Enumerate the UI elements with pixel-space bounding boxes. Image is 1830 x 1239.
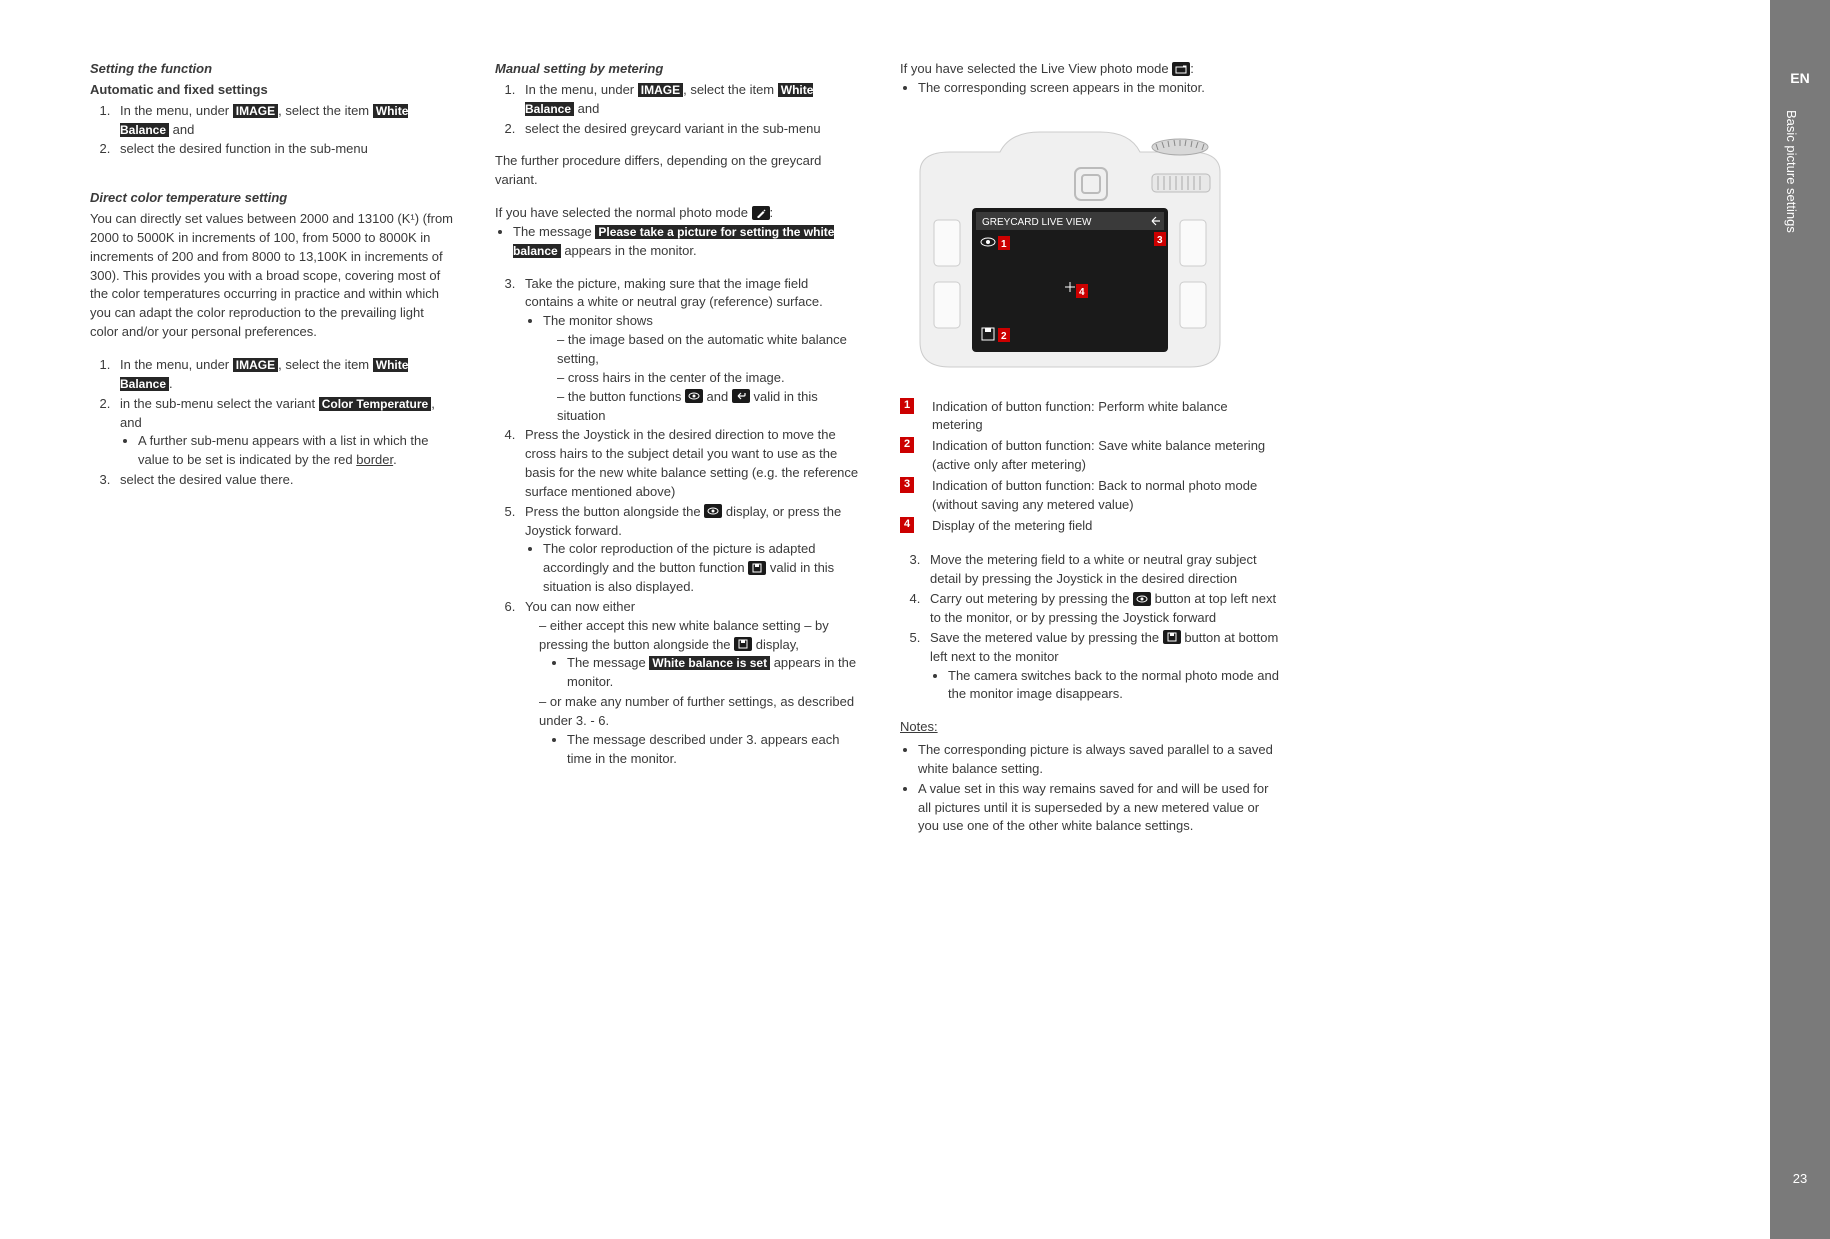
step-1: In the menu, under IMAGE, select the ite… bbox=[114, 102, 455, 140]
svg-text:1: 1 bbox=[1001, 239, 1007, 250]
normal-photo-mode-line: If you have selected the normal photo mo… bbox=[495, 204, 860, 223]
manual-steps-3to6: Take the picture, making sure that the i… bbox=[495, 275, 860, 769]
column-2: Manual setting by metering In the menu, … bbox=[495, 60, 860, 837]
heading-manual-metering: Manual setting by metering bbox=[495, 60, 860, 79]
direct-color-temp-desc: You can directly set values between 2000… bbox=[90, 210, 455, 342]
msg-wb-set: White balance is set bbox=[649, 656, 770, 670]
heading-direct-color-temp: Direct color temperature setting bbox=[90, 189, 455, 208]
ct-step-2: in the sub-menu select the variant Color… bbox=[114, 395, 455, 470]
back-icon bbox=[732, 389, 750, 403]
tag-color-temperature: Color Temperature bbox=[319, 397, 431, 411]
liveview-icon bbox=[1172, 62, 1190, 76]
side-tab: EN Basic picture settings 23 bbox=[1770, 0, 1830, 1239]
further-procedure: The further procedure differs, depending… bbox=[495, 152, 860, 190]
step-2: select the desired function in the sub-m… bbox=[114, 140, 455, 159]
color-temp-steps: In the menu, under IMAGE, select the ite… bbox=[90, 356, 455, 490]
notes-heading: Notes: bbox=[900, 718, 1280, 737]
liveview-steps: Move the metering field to a white or ne… bbox=[900, 551, 1280, 704]
svg-text:4: 4 bbox=[1079, 287, 1085, 298]
heading-auto-fixed: Automatic and fixed settings bbox=[90, 81, 455, 100]
section-label: Basic picture settings bbox=[1781, 110, 1800, 233]
language-label: EN bbox=[1770, 68, 1830, 88]
save-icon bbox=[1163, 630, 1181, 644]
page-content: Setting the function Automatic and fixed… bbox=[0, 0, 1830, 867]
tag-image: IMAGE bbox=[233, 104, 278, 118]
page-number: 23 bbox=[1770, 1170, 1830, 1189]
svg-text:2: 2 bbox=[1001, 331, 1007, 342]
notes-list: The corresponding picture is always save… bbox=[900, 741, 1280, 836]
camera-illustration: GREYCARD LIVE VIEW 3 1 4 bbox=[900, 112, 1280, 378]
column-3: If you have selected the Live View photo… bbox=[900, 60, 1280, 837]
ct-step-1: In the menu, under IMAGE, select the ite… bbox=[114, 356, 455, 394]
svg-text:3: 3 bbox=[1157, 235, 1163, 246]
marker-legend: 1Indication of button function: Perform … bbox=[900, 398, 1280, 536]
eye-icon bbox=[1133, 592, 1151, 606]
manual-steps-1: In the menu, under IMAGE, select the ite… bbox=[495, 81, 860, 139]
heading-setting-function: Setting the function bbox=[90, 60, 455, 79]
auto-fixed-steps: In the menu, under IMAGE, select the ite… bbox=[90, 102, 455, 160]
ct-step-3: select the desired value there. bbox=[114, 471, 455, 490]
screen-title: GREYCARD LIVE VIEW bbox=[982, 217, 1092, 228]
eye-icon bbox=[685, 389, 703, 403]
save-icon bbox=[734, 637, 752, 651]
column-1: Setting the function Automatic and fixed… bbox=[90, 60, 455, 837]
save-icon bbox=[748, 561, 766, 575]
eye-icon bbox=[704, 504, 722, 518]
pencil-icon bbox=[752, 206, 770, 220]
